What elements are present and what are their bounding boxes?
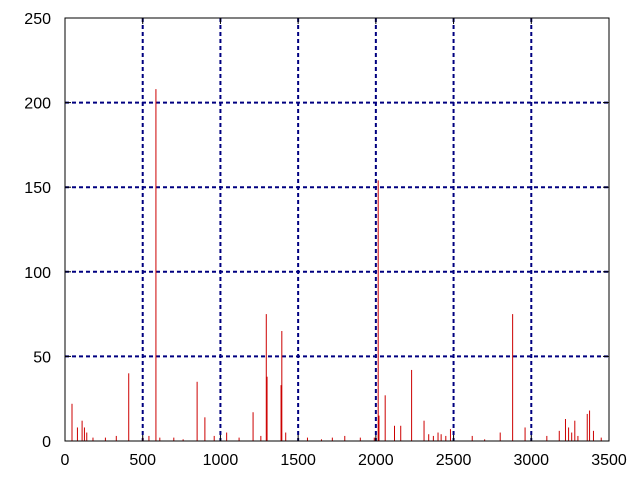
plot-frame: [64, 17, 610, 442]
y-tick-label: 100: [24, 265, 51, 282]
y-tick-label: 50: [33, 349, 51, 366]
plot-background: [65, 18, 609, 441]
y-tick-label: 0: [42, 434, 51, 451]
x-tick-label: 3500: [591, 452, 627, 469]
y-axis-tick-labels: 0 50 100 150 200 250: [24, 11, 51, 451]
grid: [65, 18, 609, 441]
y-tick-label: 150: [24, 180, 51, 197]
x-tick-label: 1000: [203, 452, 239, 469]
x-tick-label: 0: [61, 452, 70, 469]
x-tick-label: 1500: [280, 452, 316, 469]
x-axis-tick-labels: 0 500 1000 1500 2000 2500 3000 3500: [61, 452, 627, 469]
y-tick-label: 250: [24, 11, 51, 28]
y-tick-label: 200: [24, 96, 51, 113]
x-tick-label: 2500: [436, 452, 472, 469]
x-tick-label: 2000: [358, 452, 394, 469]
x-tick-label: 3000: [513, 452, 549, 469]
x-tick-label: 500: [129, 452, 156, 469]
bar-series: [71, 89, 602, 441]
